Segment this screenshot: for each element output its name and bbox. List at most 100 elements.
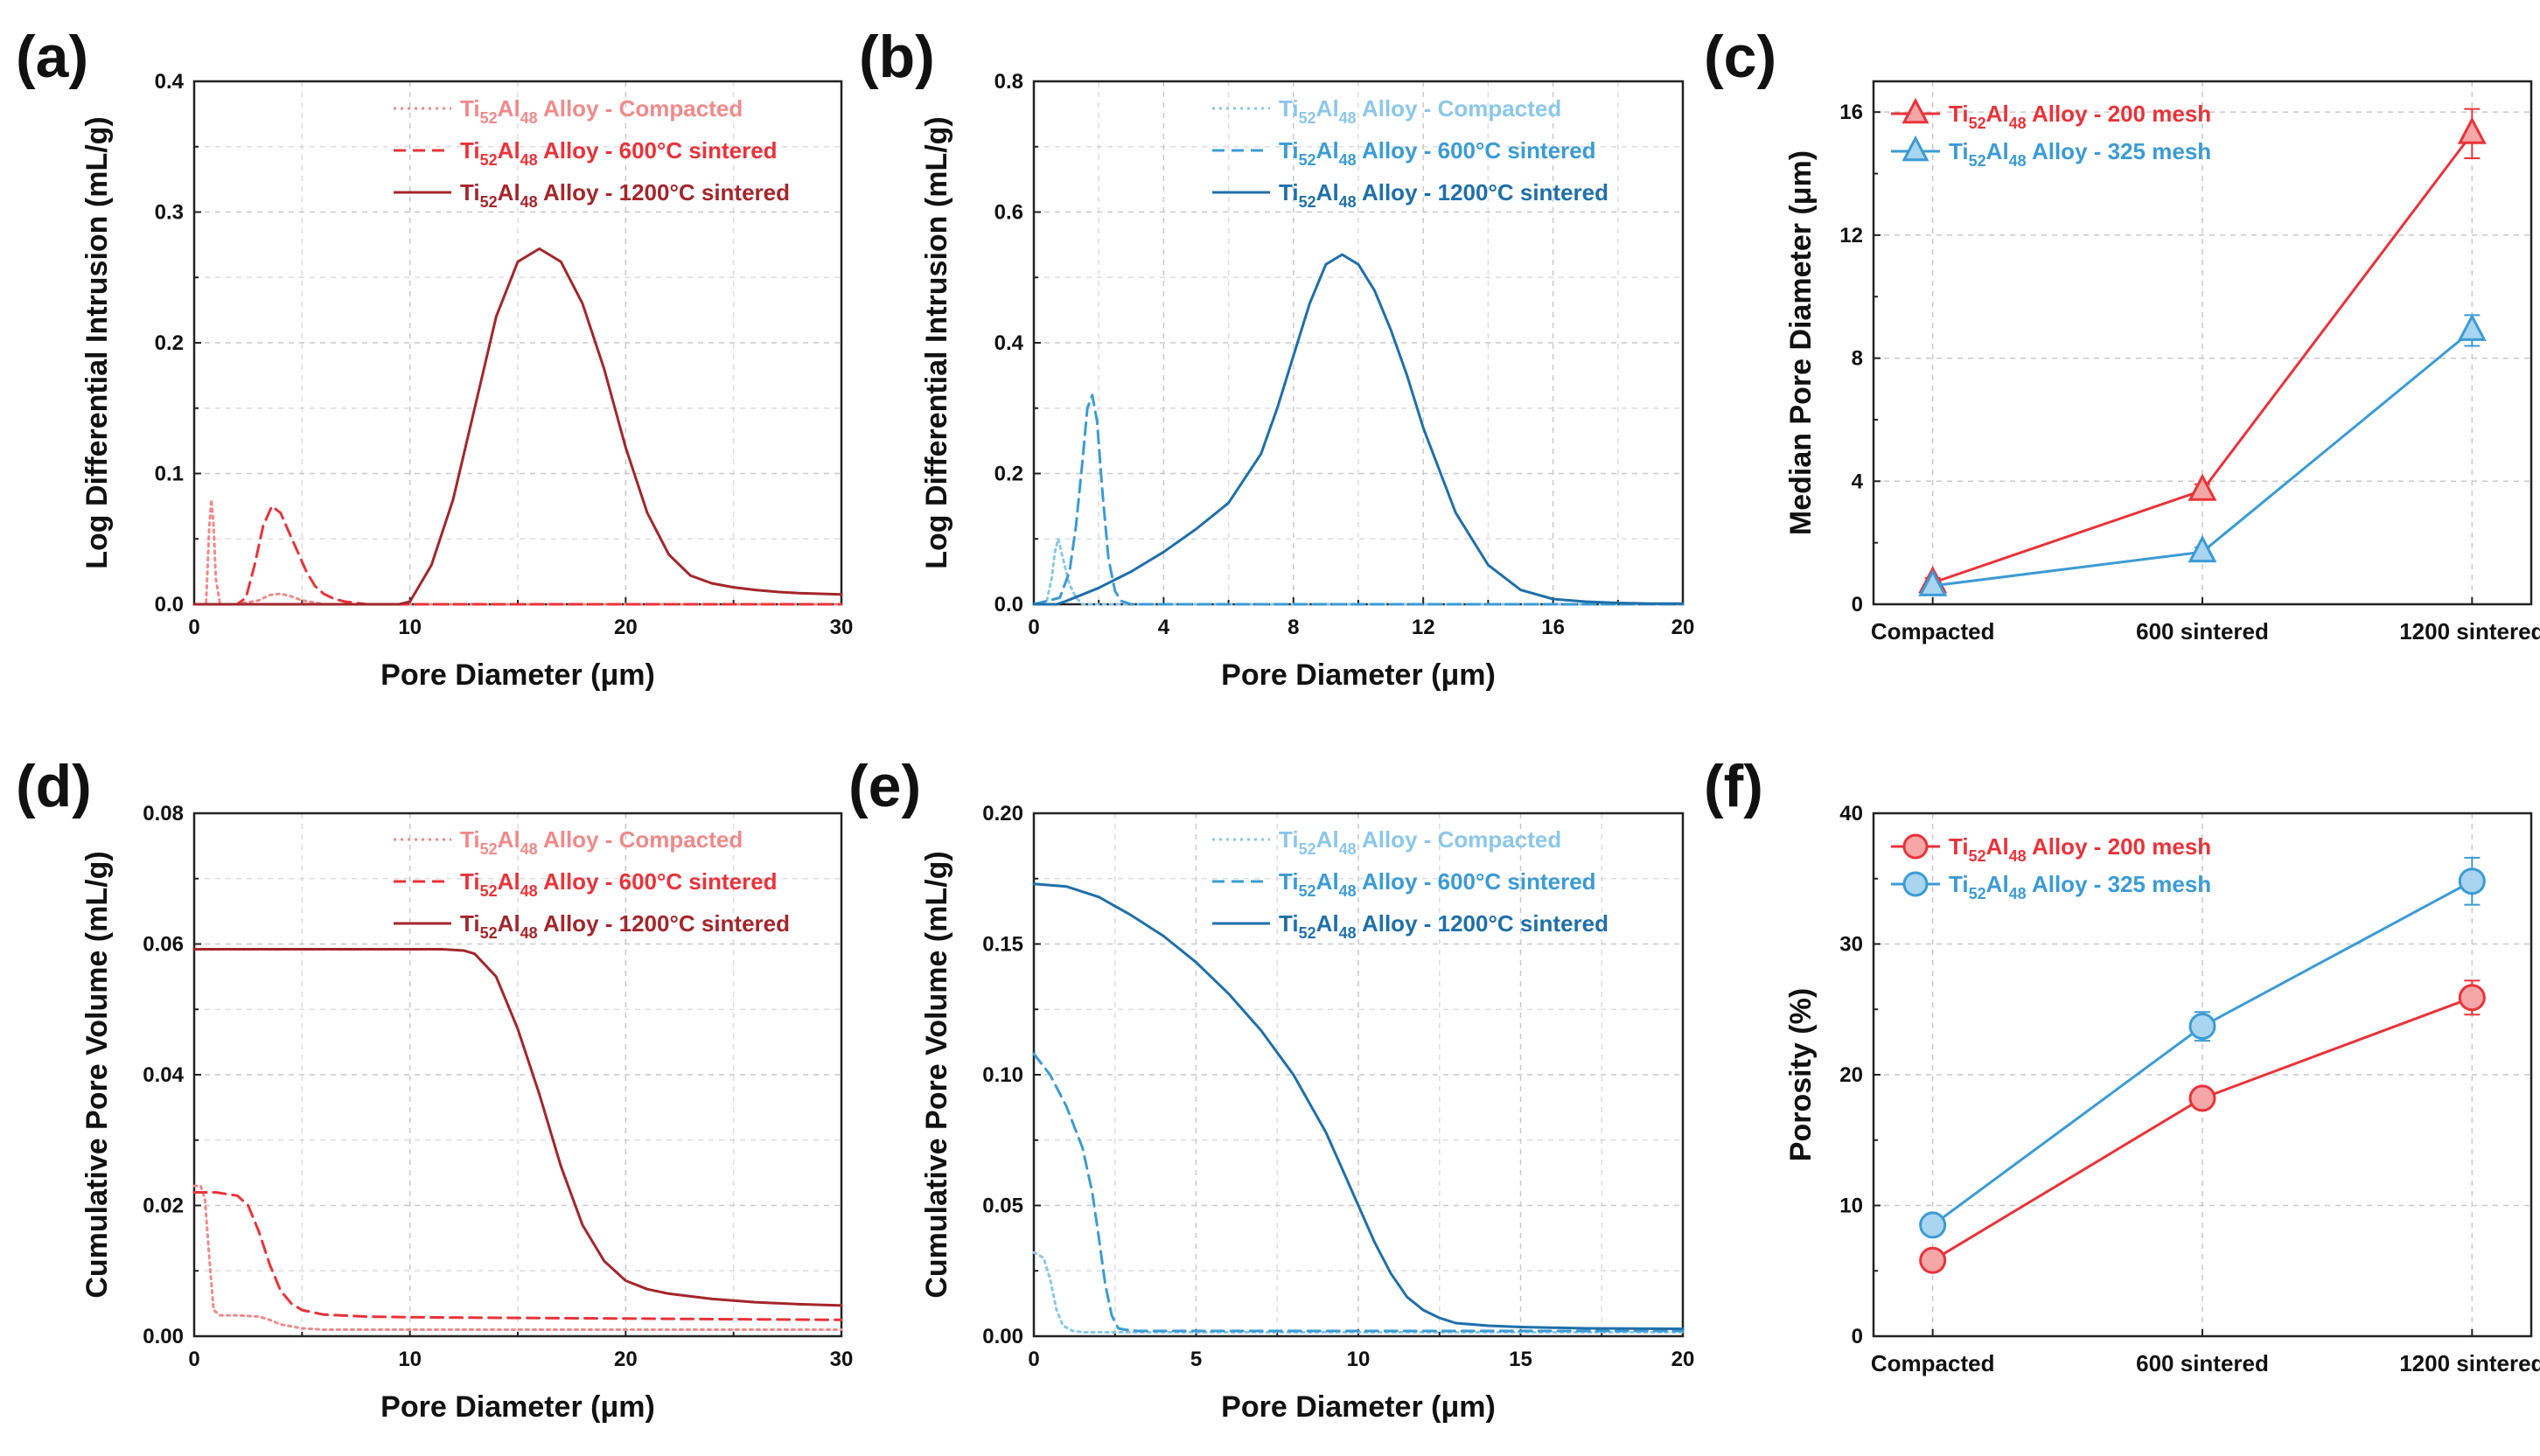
legend-suffix: Alloy - Compacted (538, 826, 743, 853)
x-category-label: Compacted (1871, 618, 1995, 644)
legend-subscript: 52 (480, 840, 498, 858)
legend-label: Ti52Al48 Alloy - 600°C sintered (460, 868, 778, 900)
y-tick-label: 0.08 (143, 802, 184, 826)
series-group (1032, 253, 1685, 606)
y-tick-label: 0.20 (982, 802, 1023, 826)
series-group (1032, 882, 1685, 1334)
series-line-1 (1032, 394, 1685, 606)
legend-mid: Al (1986, 101, 2009, 127)
legend-mid: Al (1316, 910, 1339, 937)
x-axis-title: Pore Diameter (μm) (380, 1390, 655, 1424)
y-tick-label: 8 (1852, 347, 1863, 371)
x-tick-label: 20 (1671, 616, 1695, 639)
y-tick-label: 0 (1852, 1325, 1863, 1348)
legend-mid: Al (1986, 871, 2009, 897)
legend-suffix: Alloy - 200 mesh (2027, 101, 2211, 127)
circle-marker (2188, 1084, 2216, 1112)
legend-subscript: 52 (480, 924, 498, 942)
legend-mid: Al (1316, 826, 1339, 853)
panel-d: (d) 0.00 0.02 0.04 0.06 0.08 0 10 20 30 Pore Diame… (16, 753, 853, 1424)
y-tick-label: 0.3 (155, 201, 184, 225)
legend-suffix: Alloy - Compacted (538, 95, 743, 122)
grid (194, 813, 841, 1336)
x-tick-label: 30 (830, 1348, 854, 1371)
legend-prefix: Ti (460, 910, 480, 937)
legend-mid: Al (1316, 868, 1339, 895)
y-tick-label: 30 (1839, 933, 1863, 957)
legend-mid: Al (1986, 833, 2009, 860)
x-tick-label: 20 (1671, 1348, 1695, 1371)
series-line-1 (1032, 1052, 1685, 1333)
legend-subscript: 48 (2009, 885, 2027, 902)
y-tick-label: 16 (1839, 101, 1863, 124)
panel-label: (e) (848, 753, 921, 819)
legend-subscript: 52 (480, 882, 498, 900)
x-tick-label: 15 (1509, 1348, 1532, 1371)
legend-prefix: Ti (460, 826, 480, 853)
triangle-marker (1902, 97, 1929, 124)
panel-f: (f) 0 10 20 30 40 Compacted 600 sintered 1200 si… (1704, 753, 2540, 1376)
x-tick-label: 20 (614, 616, 638, 639)
legend-subscript: 48 (1339, 924, 1357, 942)
legend-suffix: Alloy - 600°C sintered (1357, 137, 1596, 164)
legend-subscript: 48 (1339, 151, 1357, 169)
legend-mid: Al (1316, 179, 1339, 206)
legend-subscript: 52 (1969, 152, 1986, 170)
circle-marker (2458, 984, 2486, 1012)
legend-label: Ti52Al48 Alloy - Compacted (460, 95, 743, 127)
legend-subscript: 52 (1969, 115, 1986, 132)
y-tick-label: 0.05 (982, 1195, 1023, 1218)
legend-subscript: 48 (1339, 193, 1357, 211)
circle-marker (2458, 867, 2486, 895)
legend-prefix: Ti (1279, 179, 1299, 206)
legend-prefix: Ti (460, 179, 480, 206)
triangle-marker (1918, 568, 1948, 596)
legend-subscript: 52 (1969, 847, 1986, 865)
x-tick-label: 10 (1347, 1348, 1371, 1371)
legend-suffix: Alloy - 1200°C sintered (538, 179, 790, 206)
series-line-2 (1032, 882, 1685, 1331)
y-tick-label: 0.1 (155, 463, 184, 486)
x-tick-label: 0 (188, 616, 199, 639)
legend-suffix: Alloy - Compacted (1357, 95, 1562, 122)
series-line-2 (1032, 253, 1685, 606)
x-category-label: 1200 sintered (2399, 1350, 2540, 1376)
x-tick-label: 20 (614, 1348, 638, 1371)
legend-subscript: 52 (1299, 151, 1316, 169)
legend-prefix: Ti (460, 868, 480, 895)
series-group (192, 948, 843, 1331)
circle-marker (1902, 871, 1929, 897)
y-tick-label: 0.4 (155, 70, 185, 94)
y-tick-label: 10 (1839, 1195, 1863, 1218)
legend-subscript: 52 (1299, 840, 1316, 858)
y-axis-title: Porosity (%) (1784, 988, 1818, 1161)
legend-mid: Al (498, 910, 520, 937)
y-tick-label: 0.04 (143, 1063, 184, 1087)
legend-prefix: Ti (460, 137, 480, 164)
x-tick-label: 16 (1541, 616, 1565, 639)
x-tick-label: 5 (1190, 1348, 1202, 1371)
x-axis-title: Pore Diameter (μm) (1221, 658, 1496, 692)
legend-subscript: 52 (480, 151, 498, 169)
series-line-2 (192, 247, 843, 606)
legend-subscript: 48 (1339, 840, 1357, 858)
legend-mid: Al (1316, 95, 1339, 122)
circle-marker (1919, 1211, 1947, 1239)
legend-mid: Al (1316, 137, 1339, 164)
grid (1034, 81, 1683, 604)
legend-prefix: Ti (460, 95, 480, 122)
y-tick-label: 0.02 (143, 1195, 184, 1218)
legend-suffix: Alloy - 600°C sintered (1357, 868, 1596, 895)
legend-label: Ti52Al48 Alloy - 200 mesh (1949, 833, 2211, 865)
legend-subscript: 52 (1299, 109, 1316, 127)
legend-subscript: 48 (520, 882, 538, 900)
legend-subscript: 48 (520, 840, 538, 858)
legend-prefix: Ti (1949, 138, 1969, 164)
y-tick-label: 0 (1852, 593, 1863, 617)
x-category-label: 600 sintered (2136, 618, 2269, 644)
y-tick-label: 0.00 (143, 1325, 184, 1348)
legend-label: Ti52Al48 Alloy - Compacted (1279, 826, 1561, 858)
circle-marker (1902, 833, 1929, 860)
